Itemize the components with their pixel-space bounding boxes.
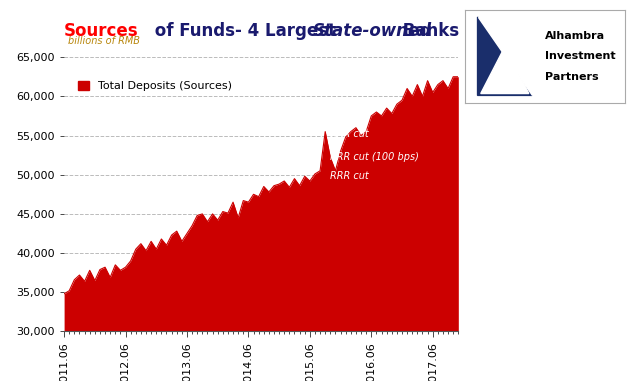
- Text: Alhambra: Alhambra: [545, 30, 605, 41]
- Polygon shape: [478, 17, 532, 95]
- Text: RRR cut: RRR cut: [330, 129, 369, 139]
- Polygon shape: [481, 47, 529, 94]
- Text: billions of RMB: billions of RMB: [68, 36, 140, 46]
- Text: RRR cut (100 bps): RRR cut (100 bps): [330, 152, 419, 162]
- Text: Investment: Investment: [545, 51, 615, 61]
- Text: Banks: Banks: [397, 22, 459, 40]
- Text: Sources: Sources: [64, 22, 138, 40]
- Polygon shape: [478, 17, 532, 95]
- Text: RRR cut: RRR cut: [330, 171, 369, 181]
- Text: Partners: Partners: [545, 72, 599, 82]
- Legend: Total Deposits (Sources): Total Deposits (Sources): [74, 77, 237, 96]
- Text: State-owned: State-owned: [313, 22, 432, 40]
- Text: of Funds- 4 Largest: of Funds- 4 Largest: [149, 22, 342, 40]
